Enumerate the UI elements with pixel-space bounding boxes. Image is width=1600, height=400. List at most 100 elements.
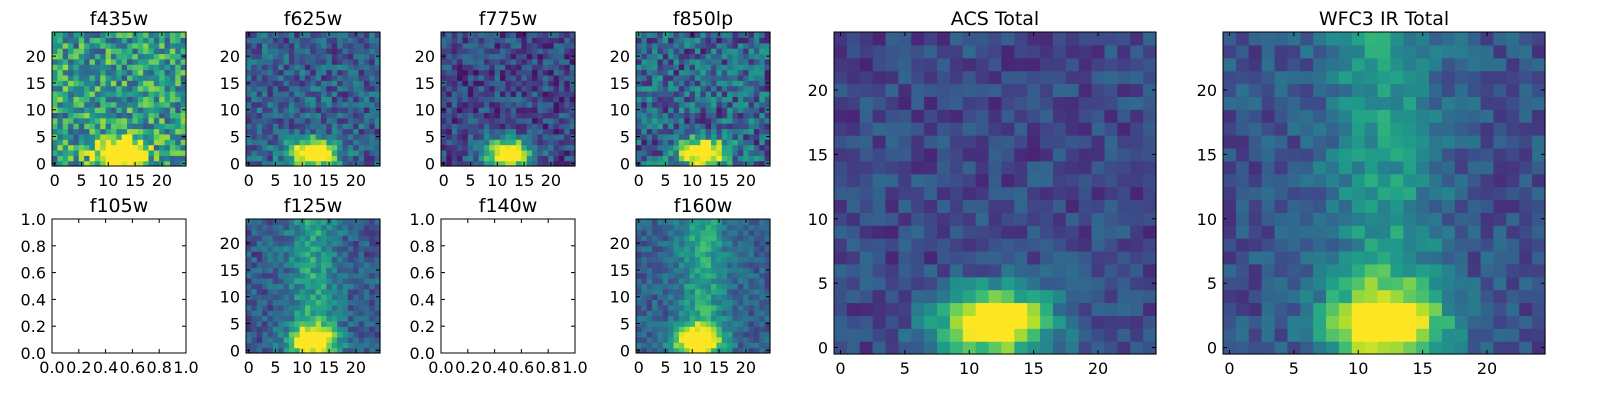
heatmap-cell <box>451 107 458 113</box>
heatmap-cell <box>451 128 458 135</box>
heatmap-cell <box>321 96 327 103</box>
heatmap-cell <box>898 44 912 59</box>
heatmap-cell <box>1493 328 1507 342</box>
heatmap-cell <box>711 310 717 317</box>
heatmap-cell <box>743 283 750 290</box>
heatmap-cell <box>62 101 69 108</box>
heatmap-cell <box>363 37 370 44</box>
heatmap-cell <box>542 117 549 124</box>
heatmap-cell <box>711 69 717 76</box>
heatmap-cell <box>288 310 295 317</box>
heatmap-cell <box>100 90 107 97</box>
heatmap-cell <box>721 144 728 151</box>
heatmap-cell <box>753 251 760 258</box>
heatmap-cell <box>526 69 533 76</box>
heatmap-cell <box>283 347 290 354</box>
heatmap-cell <box>89 139 96 146</box>
heatmap-cell <box>353 53 360 60</box>
heatmap-cell <box>326 299 333 306</box>
heatmap-cell <box>924 199 938 213</box>
heatmap-cell <box>689 294 696 300</box>
heatmap-cell <box>489 117 496 124</box>
heatmap-cell <box>315 101 322 108</box>
heatmap-cell <box>678 283 685 290</box>
heatmap-cell <box>467 64 474 71</box>
heatmap-cell <box>1143 186 1157 201</box>
heatmap-cell <box>110 53 117 60</box>
heatmap-cell <box>716 235 723 242</box>
heatmap-cell <box>988 263 1003 278</box>
heatmap-cell <box>310 128 317 135</box>
heatmap-cell <box>636 245 642 252</box>
y-tick-label: 15 <box>26 74 46 93</box>
heatmap-cell <box>331 277 338 284</box>
heatmap-cell <box>180 128 187 135</box>
heatmap-cell <box>1235 250 1250 265</box>
heatmap-cell <box>510 80 517 87</box>
heatmap-cell <box>483 149 490 156</box>
heatmap-cell <box>748 267 755 274</box>
heatmap-cell <box>846 186 861 201</box>
heatmap-cell <box>859 186 874 201</box>
heatmap-cell <box>641 123 648 130</box>
heatmap-cell <box>753 267 760 274</box>
heatmap-cell <box>288 128 295 135</box>
heatmap-cell <box>759 53 766 60</box>
heatmap-cell <box>1235 315 1250 329</box>
heatmap-cell <box>1014 109 1028 123</box>
heatmap-cell <box>251 37 258 44</box>
heatmap-cell <box>1001 212 1015 226</box>
heatmap-cell <box>743 235 750 242</box>
heatmap-cell <box>1351 341 1366 355</box>
heatmap-cell <box>148 64 155 71</box>
heatmap-cell <box>310 251 317 258</box>
heatmap-cell <box>499 48 506 55</box>
heatmap-cell <box>272 96 279 103</box>
heatmap-cell <box>251 48 258 55</box>
heatmap-cell <box>288 101 295 108</box>
heatmap-cell <box>673 229 680 236</box>
heatmap-cell <box>89 133 96 140</box>
heatmap-cell <box>753 69 760 76</box>
heatmap-cell <box>78 128 85 135</box>
heatmap-cell <box>1078 122 1093 136</box>
heatmap-cell <box>694 48 701 55</box>
heatmap-cell <box>347 331 354 338</box>
heatmap-cell <box>180 139 187 146</box>
heatmap-cell <box>148 160 155 167</box>
heatmap-cell <box>657 342 664 349</box>
heatmap-cell <box>283 149 290 156</box>
heatmap-cell <box>446 37 453 44</box>
heatmap-cell <box>700 139 707 146</box>
heatmap-cell <box>1441 263 1456 278</box>
heatmap-cell <box>516 90 522 97</box>
heatmap-cell <box>363 101 370 108</box>
heatmap-cell <box>483 133 490 140</box>
heatmap-cell <box>1403 263 1417 278</box>
heatmap-cell <box>689 69 696 76</box>
heatmap-cell <box>721 251 728 258</box>
heatmap-cell <box>537 101 544 108</box>
heatmap-cell <box>949 276 964 291</box>
heatmap-cell <box>363 336 370 343</box>
heatmap-cell <box>716 107 723 113</box>
heatmap-cell <box>636 58 642 65</box>
heatmap-cell <box>175 112 182 119</box>
heatmap-cell <box>121 139 128 146</box>
heatmap-cell <box>721 96 728 103</box>
heatmap-cell <box>764 224 771 231</box>
heatmap-cell <box>558 117 565 124</box>
heatmap-cell <box>732 304 739 311</box>
heatmap-cell <box>748 342 755 349</box>
heatmap-cell <box>1052 83 1067 97</box>
y-tick-label: 20 <box>220 47 240 66</box>
heatmap-cell <box>689 283 696 290</box>
heatmap-cell <box>569 58 576 65</box>
heatmap-cell <box>885 328 899 342</box>
heatmap-cell <box>846 44 861 59</box>
heatmap-cell <box>636 90 642 97</box>
heatmap-cell <box>267 48 274 55</box>
heatmap-cell <box>569 74 576 81</box>
heatmap-cell <box>684 219 691 225</box>
